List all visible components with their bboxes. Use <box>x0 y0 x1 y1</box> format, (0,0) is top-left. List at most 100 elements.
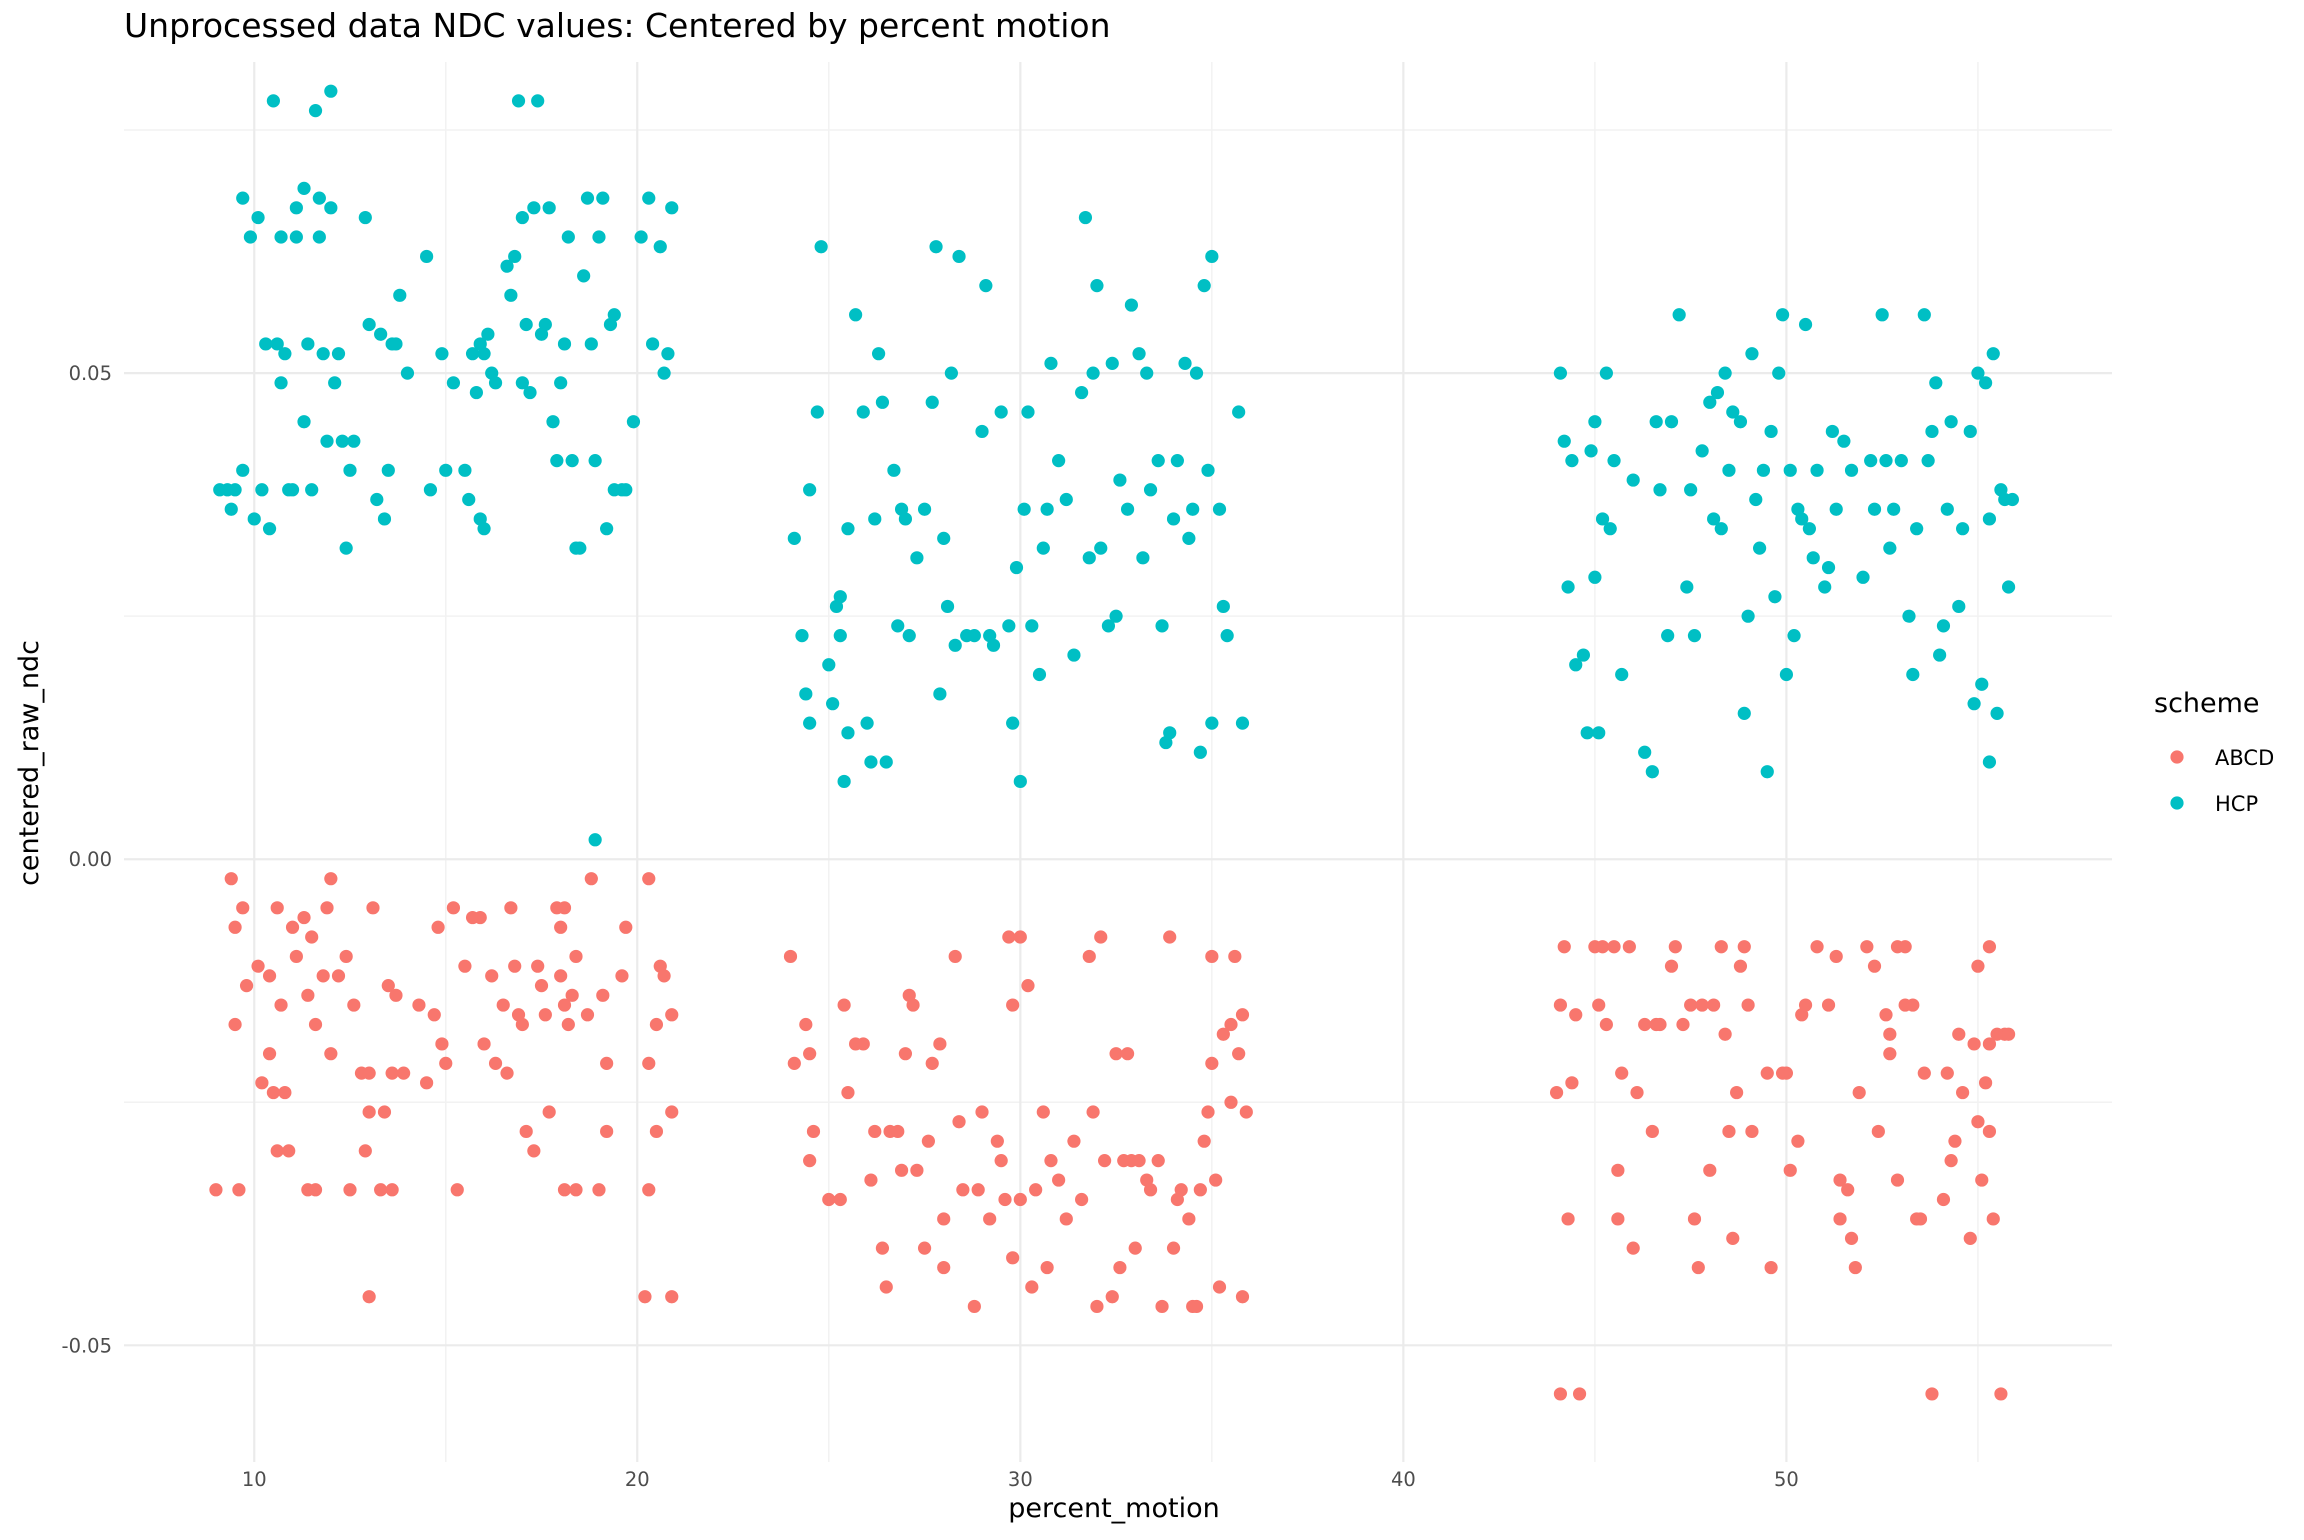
data-point-abcd <box>921 1134 935 1148</box>
data-point-abcd <box>971 1183 985 1197</box>
data-point-abcd <box>420 1076 434 1090</box>
data-point-abcd <box>1883 1027 1897 1041</box>
major-gridlines <box>124 62 2112 1462</box>
data-point-abcd <box>1235 1290 1250 1304</box>
data-point-hcp <box>826 697 840 711</box>
data-point-abcd <box>538 1008 552 1022</box>
data-point-abcd <box>619 920 633 934</box>
legend-items: ABCD HCP <box>2170 746 2274 816</box>
data-point-abcd <box>898 1047 913 1061</box>
data-point-abcd <box>879 1280 893 1294</box>
data-point-abcd <box>1006 998 1020 1012</box>
data-point-hcp <box>274 230 288 244</box>
data-point-hcp <box>1806 551 1820 565</box>
data-point-hcp <box>561 230 575 244</box>
data-point-hcp <box>661 347 675 361</box>
data-point-abcd <box>1189 1299 1204 1314</box>
data-point-hcp <box>940 599 955 614</box>
data-point-abcd <box>1944 1154 1958 1168</box>
data-point-hcp <box>1006 716 1020 730</box>
data-point-hcp <box>1216 599 1230 614</box>
data-point-abcd <box>1553 998 1568 1012</box>
data-point-hcp <box>917 502 932 516</box>
data-point-hcp <box>1783 463 1797 477</box>
data-point-abcd <box>239 979 254 993</box>
data-point-abcd <box>1982 940 1997 954</box>
data-point-hcp <box>1741 609 1755 623</box>
data-point-hcp <box>1990 706 2004 720</box>
data-point-abcd <box>557 1183 572 1197</box>
data-point-abcd <box>841 1085 855 1100</box>
y-tick-label: 0.05 <box>69 362 112 385</box>
data-point-hcp <box>1182 531 1196 545</box>
data-point-hcp <box>879 755 893 769</box>
data-point-abcd <box>1714 940 1728 954</box>
data-point-abcd <box>1232 1047 1246 1061</box>
data-point-hcp <box>588 833 602 847</box>
chart-title: Unprocessed data NDC values: Centered by… <box>124 6 1111 45</box>
data-point-abcd <box>255 1076 269 1090</box>
legend-key-abcd <box>2170 750 2184 764</box>
data-point-hcp <box>1818 580 1832 594</box>
data-point-abcd <box>1163 930 1177 944</box>
data-point-hcp <box>439 463 453 477</box>
y-tick-label: 0.00 <box>69 848 112 871</box>
data-point-hcp <box>1212 502 1227 516</box>
data-point-abcd <box>1052 1173 1066 1187</box>
data-point-abcd <box>565 988 579 1002</box>
data-point-hcp <box>1580 726 1594 740</box>
data-point-hcp <box>1151 454 1165 468</box>
data-point-abcd <box>569 1183 583 1197</box>
data-point-hcp <box>1205 716 1219 730</box>
data-point-hcp <box>278 347 292 361</box>
data-point-hcp <box>596 191 610 205</box>
data-point-hcp <box>1626 473 1640 487</box>
data-point-hcp <box>979 279 993 293</box>
data-point-abcd <box>1182 1212 1196 1226</box>
data-point-hcp <box>527 201 541 215</box>
data-point-hcp <box>653 240 667 254</box>
data-point-hcp <box>1936 619 1951 633</box>
data-point-abcd <box>362 1066 376 1080</box>
data-point-hcp <box>1584 444 1598 458</box>
data-point-hcp <box>228 483 242 497</box>
data-point-abcd <box>1174 1183 1188 1197</box>
data-point-abcd <box>952 1115 966 1129</box>
data-point-hcp <box>1040 502 1054 516</box>
data-point-abcd <box>1982 1037 1997 1051</box>
data-point-abcd <box>1006 1251 1020 1265</box>
data-point-abcd <box>875 1241 890 1255</box>
data-point-hcp <box>312 191 326 205</box>
data-point-abcd <box>485 969 499 983</box>
data-point-hcp <box>1921 454 1935 468</box>
data-point-abcd <box>534 979 549 993</box>
data-point-abcd <box>1569 1008 1583 1022</box>
data-point-abcd <box>1553 1387 1568 1401</box>
data-point-abcd <box>397 1066 411 1080</box>
data-point-abcd <box>1607 940 1621 954</box>
data-point-hcp <box>1756 463 1771 477</box>
data-point-hcp <box>1722 463 1736 477</box>
data-point-hcp <box>803 716 817 730</box>
data-point-abcd <box>1687 1212 1702 1226</box>
data-point-hcp <box>1952 599 1966 614</box>
data-point-abcd <box>1684 998 1698 1012</box>
data-point-hcp <box>1166 512 1181 526</box>
data-point-hcp <box>1760 765 1774 779</box>
data-point-hcp <box>320 434 334 448</box>
data-point-hcp <box>1825 424 1839 439</box>
data-point-hcp <box>1561 580 1575 594</box>
data-point-abcd <box>374 1183 388 1197</box>
data-point-abcd <box>956 1183 970 1197</box>
data-point-hcp <box>1059 492 1073 507</box>
data-point-hcp <box>347 434 361 448</box>
data-point-hcp <box>1645 765 1659 779</box>
data-point-abcd <box>1224 1017 1238 1032</box>
data-point-hcp <box>1967 697 1981 711</box>
data-point-abcd <box>600 1124 614 1139</box>
data-point-hcp <box>1201 463 1215 477</box>
data-point-abcd <box>282 1144 296 1158</box>
data-point-hcp <box>1971 366 1985 380</box>
data-point-hcp <box>1113 473 1127 487</box>
data-point-abcd <box>324 1047 338 1061</box>
